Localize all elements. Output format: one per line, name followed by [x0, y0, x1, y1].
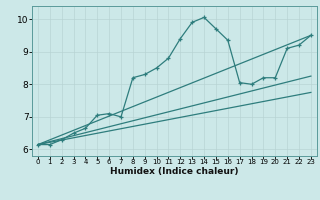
X-axis label: Humidex (Indice chaleur): Humidex (Indice chaleur): [110, 167, 239, 176]
